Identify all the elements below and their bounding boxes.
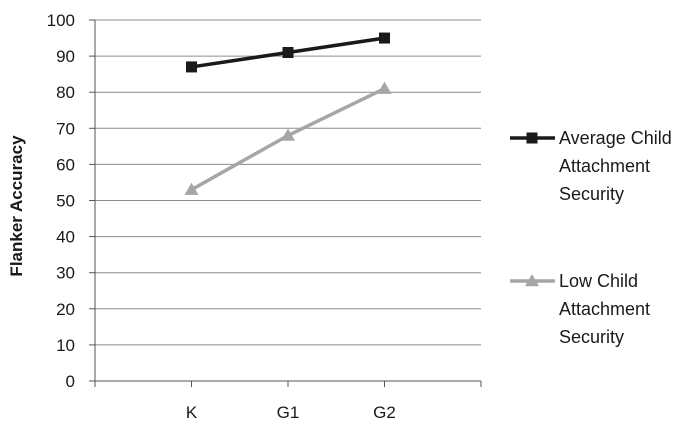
- data-point: [281, 128, 295, 141]
- y-tick-labels: 0 10 20 30 40 50 60 70 80 90 100: [47, 11, 75, 391]
- legend-label: Security: [559, 184, 624, 204]
- x-tick-label: G1: [277, 403, 300, 422]
- series-low: [184, 81, 392, 195]
- legend-marker: [526, 132, 538, 144]
- legend-label: Attachment: [559, 156, 650, 176]
- y-tick-label: 70: [56, 119, 75, 138]
- y-tick-label: 0: [66, 372, 75, 391]
- y-tick-label: 60: [56, 155, 75, 174]
- gridlines: [95, 19, 481, 346]
- data-point: [186, 61, 197, 73]
- legend-label: Attachment: [559, 299, 650, 319]
- data-point: [377, 81, 392, 94]
- axes: [89, 19, 482, 387]
- y-tick-label: 90: [56, 47, 75, 66]
- legend-label: Low Child: [559, 271, 638, 291]
- data-point: [379, 32, 390, 44]
- y-tick-label: 80: [56, 83, 75, 102]
- y-tick-label: 20: [56, 300, 75, 319]
- y-tick-label: 40: [56, 228, 75, 247]
- legend-item: Average Child Attachment Security: [510, 128, 672, 204]
- y-tick-label: 30: [56, 264, 75, 283]
- y-axis-title: Flanker Accuracy: [7, 135, 26, 277]
- legend-label: Security: [559, 327, 624, 347]
- data-point: [282, 46, 294, 58]
- legend-item: Low Child Attachment Security: [510, 271, 650, 347]
- series-layer: [184, 32, 392, 195]
- y-tick-label: 10: [56, 336, 75, 355]
- x-tick-label: G2: [373, 403, 396, 422]
- data-point: [184, 182, 199, 195]
- legend-marker: [525, 274, 539, 287]
- y-tick-label: 50: [56, 192, 75, 211]
- legend-label: Average Child: [559, 128, 672, 148]
- x-tick-labels: K G1 G2: [186, 403, 396, 422]
- series-average: [186, 32, 390, 73]
- x-tick-label: K: [186, 403, 198, 422]
- y-tick-label: 100: [47, 11, 75, 30]
